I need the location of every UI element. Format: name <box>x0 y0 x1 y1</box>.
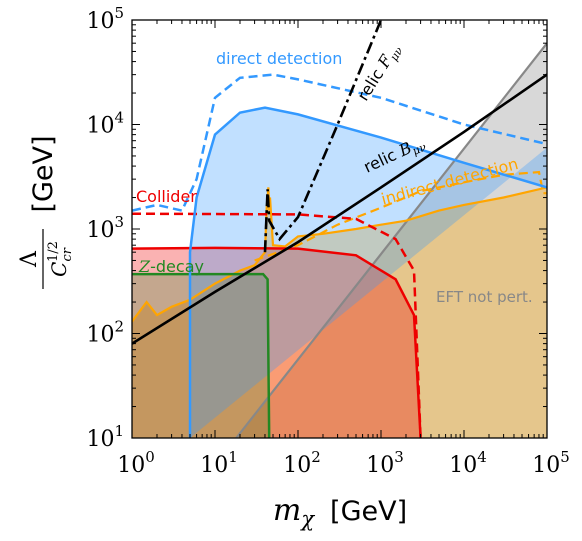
y-tick-label: 104 <box>86 109 124 139</box>
y-axis-label: Λ Ccr1/2 [GeV] <box>17 135 75 289</box>
x-tick-label: 102 <box>283 448 321 478</box>
x-axis-label: mχ [GeV] <box>273 493 407 531</box>
collider-observed-line <box>132 246 422 438</box>
x-tick-label: 105 <box>532 448 570 478</box>
indirect-region <box>132 187 547 438</box>
y-tick-label: 101 <box>86 422 124 452</box>
collider-projected-line <box>132 212 422 438</box>
zdecay-label: Z-decay <box>138 257 204 276</box>
x-tick-label: 100 <box>117 448 155 478</box>
direct-projected-line <box>132 73 547 213</box>
zdecay-region <box>132 274 270 438</box>
zdecay-line <box>132 272 271 438</box>
x-tick-label: 101 <box>200 448 238 478</box>
direct-region <box>190 107 547 438</box>
x-tick-label: 104 <box>449 448 487 478</box>
x-tick-label: 103 <box>366 448 404 478</box>
y-tick-label: 105 <box>86 4 124 34</box>
y-tick-label: 103 <box>86 213 124 243</box>
collider-label: Collider <box>136 187 197 206</box>
y-axis-label-unit: [GeV] <box>28 135 59 212</box>
y-tick-label: 102 <box>86 318 124 348</box>
relic-b-line <box>132 73 547 345</box>
y-axis-label-numerator: Λ <box>17 250 42 268</box>
y-axis-label-denominator: Ccr1/2 <box>46 241 75 277</box>
indirect-projected-line <box>254 170 547 262</box>
relic-f-label: relic Fμν <box>353 40 406 106</box>
direct-detection-label: direct detection <box>216 49 342 68</box>
direct-observed-line <box>188 106 547 438</box>
eft-not-pert-label: EFT not pert. <box>436 288 533 306</box>
relic-f-line <box>263 20 383 253</box>
